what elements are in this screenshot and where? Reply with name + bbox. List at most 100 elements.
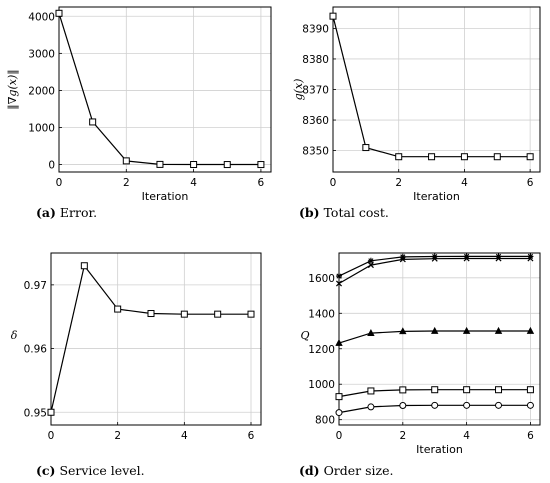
y-tick-label: 3000 xyxy=(28,48,55,60)
data-point-star xyxy=(431,253,438,260)
data-point-square xyxy=(80,262,88,270)
data-point-cross xyxy=(495,255,502,262)
caption-d-text: Order size. xyxy=(323,463,394,478)
data-point-circle xyxy=(495,401,503,409)
data-point-square xyxy=(47,408,55,416)
data-point-star xyxy=(463,253,470,260)
y-tick-label: 1400 xyxy=(308,308,335,320)
y-axis-label: g(x) xyxy=(292,79,305,101)
data-point-circle xyxy=(463,401,471,409)
y-tick-label: 8350 xyxy=(302,146,329,158)
x-axis-label: Iteration xyxy=(142,190,189,203)
data-point-square xyxy=(214,310,222,318)
x-tick-label: 4 xyxy=(181,430,188,442)
y-axis-label: δ xyxy=(11,329,18,342)
x-tick-label: 0 xyxy=(330,177,337,189)
data-point-triangle xyxy=(335,338,343,346)
y-tick-label: 4000 xyxy=(28,11,55,23)
series-line-square xyxy=(50,264,251,413)
y-tick-label: 8370 xyxy=(302,85,329,97)
y-tick-label: 1600 xyxy=(308,273,335,285)
data-point-circle xyxy=(367,403,375,411)
data-point-triangle xyxy=(431,326,439,334)
y-tick-label: 0.96 xyxy=(24,344,48,356)
x-tick-label: 2 xyxy=(123,177,130,189)
x-tick-label: 2 xyxy=(114,430,121,442)
data-point-square xyxy=(147,310,155,318)
data-point-square xyxy=(257,161,265,169)
data-point-square xyxy=(335,393,343,401)
data-point-square xyxy=(329,12,337,20)
data-point-square xyxy=(395,153,403,161)
plot-frame xyxy=(50,252,262,426)
data-point-cross xyxy=(527,255,534,262)
data-point-square xyxy=(114,305,122,313)
data-point-triangle xyxy=(367,329,375,336)
data-point-square xyxy=(247,310,255,318)
data-point-triangle xyxy=(526,326,535,334)
y-tick-label: 0.95 xyxy=(24,407,47,419)
x-tick-label: 4 xyxy=(461,177,468,189)
x-tick-label: 0 xyxy=(336,430,343,442)
data-point-square xyxy=(431,386,439,394)
data-point-square xyxy=(55,9,63,17)
y-tick-label: 0 xyxy=(48,160,55,172)
y-axis-label: ‖∇g(x)‖ xyxy=(6,69,20,110)
x-axis-label: Iteration xyxy=(413,190,460,203)
data-point-cross xyxy=(431,255,438,262)
x-tick-label: 0 xyxy=(48,430,55,442)
data-point-cross xyxy=(335,280,343,287)
chart-b: 0 2 4 6 8350 8360 8370 8380 8390 Iteration g(x) xyxy=(292,6,541,203)
data-point-square xyxy=(367,387,375,395)
y-tick-label: 2000 xyxy=(28,85,55,97)
data-point-circle xyxy=(399,401,407,409)
data-point-star xyxy=(336,273,342,280)
data-point-triangle xyxy=(462,326,471,334)
data-point-square xyxy=(526,153,534,161)
data-point-star xyxy=(495,253,502,260)
data-point-square xyxy=(399,386,407,394)
data-point-cross xyxy=(399,256,406,263)
data-point-circle xyxy=(335,409,343,417)
x-tick-label: 4 xyxy=(190,177,197,189)
caption-c: (c) Service level. xyxy=(36,463,145,478)
data-point-star xyxy=(399,253,406,260)
data-point-cross xyxy=(367,262,374,269)
data-point-star xyxy=(527,253,534,260)
data-point-square xyxy=(362,144,370,152)
x-tick-label: 4 xyxy=(463,430,470,442)
caption-d: (d) Order size. xyxy=(299,463,394,478)
y-tick-label: 1200 xyxy=(308,344,335,356)
data-point-square xyxy=(460,153,468,161)
y-tick-label: 8360 xyxy=(302,115,329,127)
x-tick-label: 6 xyxy=(527,177,534,189)
data-point-square xyxy=(526,386,534,394)
data-point-square xyxy=(495,386,503,394)
data-point-triangle xyxy=(494,326,503,334)
chart-a: 0 2 4 6 0 1000 2000 3000 4000 Iteration ‖∇g(x)‖ xyxy=(6,6,272,203)
series-line-square xyxy=(332,16,531,158)
data-point-square xyxy=(223,161,231,169)
y-tick-label: 1000 xyxy=(308,379,335,391)
data-point-circle xyxy=(431,401,439,409)
plot-frame xyxy=(338,252,541,426)
y-tick-label: 800 xyxy=(315,415,335,427)
data-point-square xyxy=(493,153,501,161)
data-point-triangle xyxy=(399,327,407,335)
data-point-circle xyxy=(526,401,534,409)
caption-c-text: Service level. xyxy=(59,463,145,478)
data-point-star xyxy=(367,257,374,264)
caption-d-letter: (d) xyxy=(299,463,320,478)
data-point-square xyxy=(428,153,436,161)
caption-b: (b) Total cost. xyxy=(299,205,389,220)
caption-a-text: Error. xyxy=(59,205,98,220)
data-point-square xyxy=(89,118,97,126)
y-axis-label: Q xyxy=(300,329,309,342)
chart-d: 0 2 4 6 800 1000 1200 1400 1600 Iteration Q xyxy=(300,252,541,456)
caption-b-text: Total cost. xyxy=(323,205,389,220)
x-tick-label: 2 xyxy=(395,177,402,189)
y-tick-label: 8380 xyxy=(302,54,329,66)
x-tick-label: 0 xyxy=(56,177,63,189)
data-point-square xyxy=(122,157,130,165)
